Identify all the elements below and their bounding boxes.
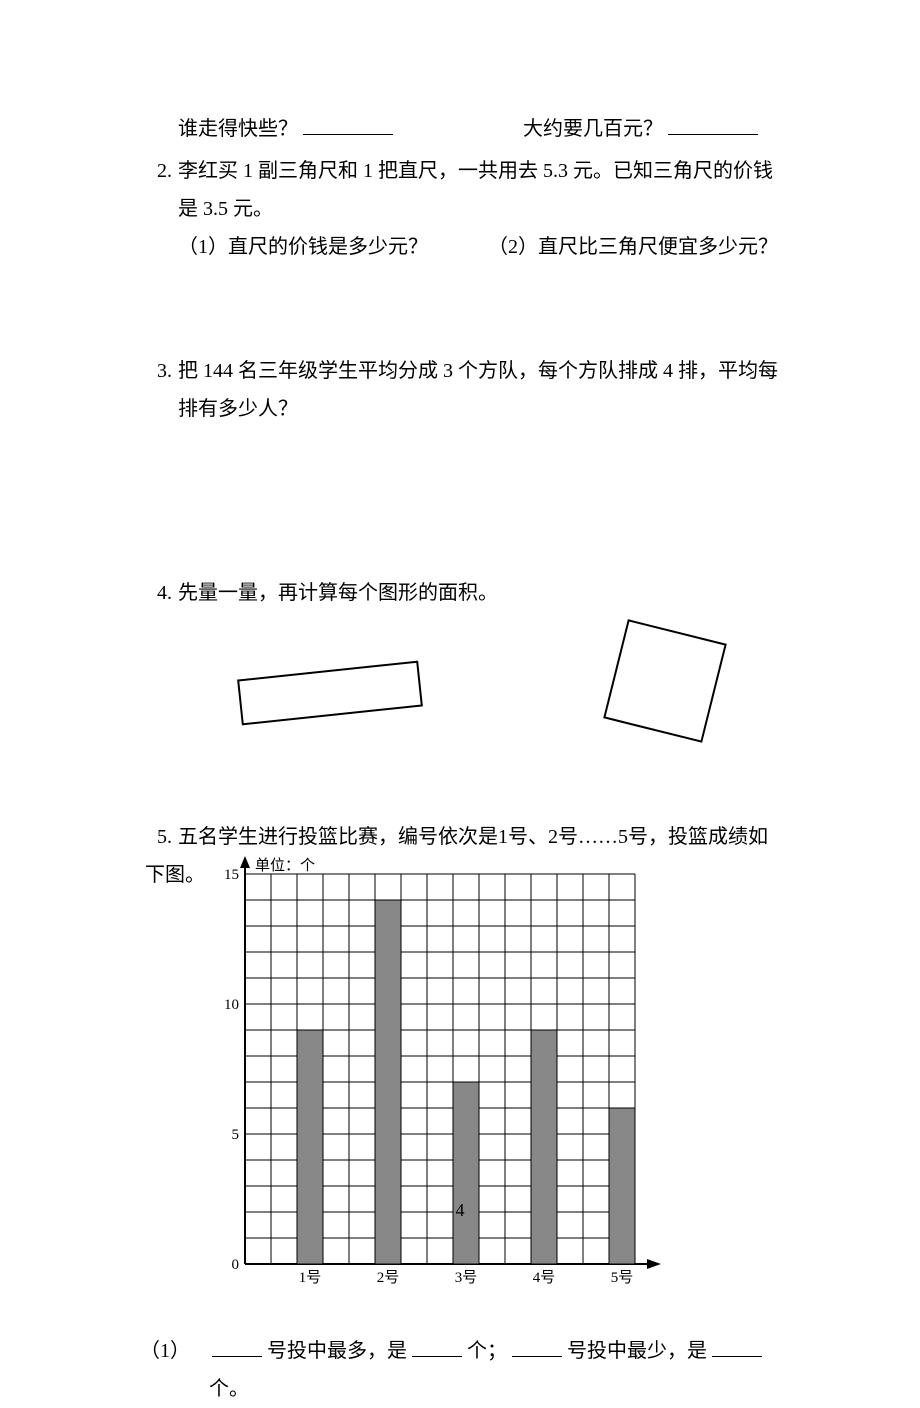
svg-text:5号: 5号 xyxy=(611,1270,634,1286)
q5-l2: 下图。 xyxy=(140,856,205,894)
q2-num: 2. xyxy=(140,152,172,190)
svg-text:4号: 4号 xyxy=(533,1270,556,1286)
q1-text-a: 谁走得快些？ xyxy=(178,118,298,140)
q4-text: 先量一量，再计算每个图形的面积。 xyxy=(178,582,498,604)
q5-sub1-d: 号投中最少，是 xyxy=(567,1340,707,1362)
q2-sub2: （2）直尺比三角尺便宜多少元？ xyxy=(488,236,778,258)
q4: 4. 先量一量，再计算每个图形的面积。 xyxy=(140,574,820,768)
svg-text:0: 0 xyxy=(232,1257,240,1273)
q3-body: 把 144 名三年级学生平均分成 3 个方队，每个方队排成 4 排，平均每排有多… xyxy=(178,352,798,428)
q1-blank-b[interactable] xyxy=(668,115,758,135)
q5-num: 5. xyxy=(140,818,172,856)
q2-l2: 是 3.5 元。 xyxy=(178,198,273,220)
q5-sub1-c: 个； xyxy=(467,1340,507,1362)
q5-blank-2[interactable] xyxy=(412,1337,462,1357)
q3-num: 3. xyxy=(140,352,172,390)
q5-body: 五名学生进行投篮比赛，编号依次是1号、2号……5号，投篮成绩如 xyxy=(178,818,798,856)
page-number: 4 xyxy=(0,1193,920,1227)
svg-text:2号: 2号 xyxy=(377,1270,400,1286)
svg-text:15: 15 xyxy=(224,867,239,883)
svg-text:单位：个: 单位：个 xyxy=(255,857,315,874)
q5-blank-3[interactable] xyxy=(512,1337,562,1357)
q3-l1: 把 144 名三年级学生平均分成 3 个方队，每个方队排成 4 排，平均每 xyxy=(178,360,778,382)
q5-blank-4[interactable] xyxy=(712,1337,762,1357)
svg-text:10: 10 xyxy=(224,997,239,1013)
q2-body: 李红买 1 副三角尺和 1 把直尺，一共用去 5.3 元。已知三角尺的价钱是 3… xyxy=(178,152,798,266)
q2-l1: 李红买 1 副三角尺和 1 把直尺，一共用去 5.3 元。已知三角尺的价钱 xyxy=(178,160,773,182)
q4-num: 4. xyxy=(140,574,172,612)
svg-text:1号: 1号 xyxy=(299,1270,322,1286)
q5-chart-wrap: 单位：个 0 5 10 15 1号 2号 3号 4号 5号 xyxy=(205,852,675,1294)
q3-l2: 排有多少人？ xyxy=(178,398,298,420)
q3: 3.把 144 名三年级学生平均分成 3 个方队，每个方队排成 4 排，平均每排… xyxy=(140,352,820,428)
q5-sub1-a: （1） xyxy=(140,1340,190,1362)
q1-row: 谁走得快些？ 大约要几百元？ xyxy=(178,110,820,148)
svg-text:5: 5 xyxy=(232,1127,240,1143)
q5-l1a: 五名学生进行投篮比赛，编号依次是1号、2号……5号，投篮成绩如 xyxy=(178,826,768,848)
q2: 2.李红买 1 副三角尺和 1 把直尺，一共用去 5.3 元。已知三角尺的价钱是… xyxy=(140,152,820,266)
bar-chart: 单位：个 0 5 10 15 1号 2号 3号 4号 5号 xyxy=(205,852,675,1294)
rectangle-shape xyxy=(220,638,440,748)
q4-shapes xyxy=(200,618,820,768)
q5-blank-1[interactable] xyxy=(212,1337,262,1357)
q1-text-b: 大约要几百元？ xyxy=(523,118,663,140)
q5-sub1: （1） 号投中最多，是 个； 号投中最少，是 个。 xyxy=(140,1332,820,1408)
q1-blank-a[interactable] xyxy=(303,115,393,135)
q5-sub1-b: 号投中最多，是 xyxy=(267,1340,407,1362)
q5-row2: 下图。 单位：个0510151号2号3号4号5号 xyxy=(140,856,820,894)
svg-text:3号: 3号 xyxy=(455,1270,478,1286)
q5: 5. 五名学生进行投篮比赛，编号依次是1号、2号……5号，投篮成绩如 xyxy=(140,818,820,856)
q2-sub1: （1）直尺的价钱是多少元？ xyxy=(178,236,428,258)
q5-sub1-e: 个。 xyxy=(209,1378,249,1400)
square-shape xyxy=(590,606,740,756)
